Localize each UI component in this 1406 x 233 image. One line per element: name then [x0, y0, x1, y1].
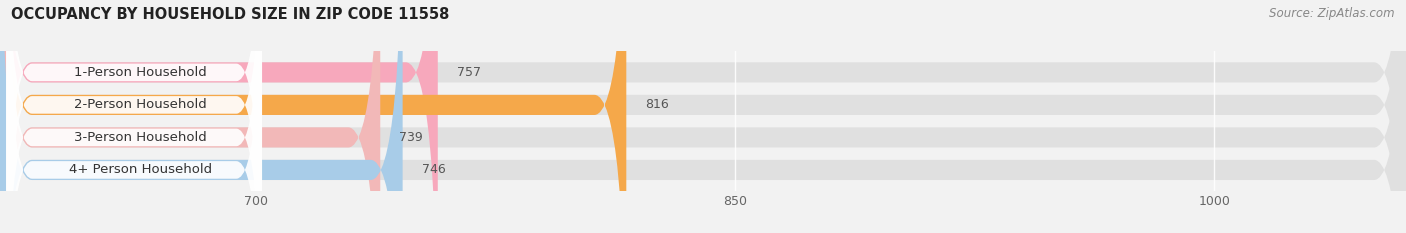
Text: 746: 746 [422, 163, 446, 176]
Text: 1-Person Household: 1-Person Household [75, 66, 207, 79]
Text: 2-Person Household: 2-Person Household [75, 98, 207, 111]
Text: 3-Person Household: 3-Person Household [75, 131, 207, 144]
Text: Source: ZipAtlas.com: Source: ZipAtlas.com [1270, 7, 1395, 20]
FancyBboxPatch shape [0, 0, 402, 233]
Text: 739: 739 [399, 131, 423, 144]
FancyBboxPatch shape [0, 0, 380, 233]
FancyBboxPatch shape [0, 0, 437, 233]
FancyBboxPatch shape [7, 0, 262, 233]
FancyBboxPatch shape [7, 0, 262, 233]
Text: OCCUPANCY BY HOUSEHOLD SIZE IN ZIP CODE 11558: OCCUPANCY BY HOUSEHOLD SIZE IN ZIP CODE … [11, 7, 450, 22]
FancyBboxPatch shape [7, 0, 262, 233]
FancyBboxPatch shape [0, 0, 626, 233]
Text: 757: 757 [457, 66, 481, 79]
FancyBboxPatch shape [7, 0, 262, 233]
Text: 816: 816 [645, 98, 669, 111]
Text: 4+ Person Household: 4+ Person Household [69, 163, 212, 176]
